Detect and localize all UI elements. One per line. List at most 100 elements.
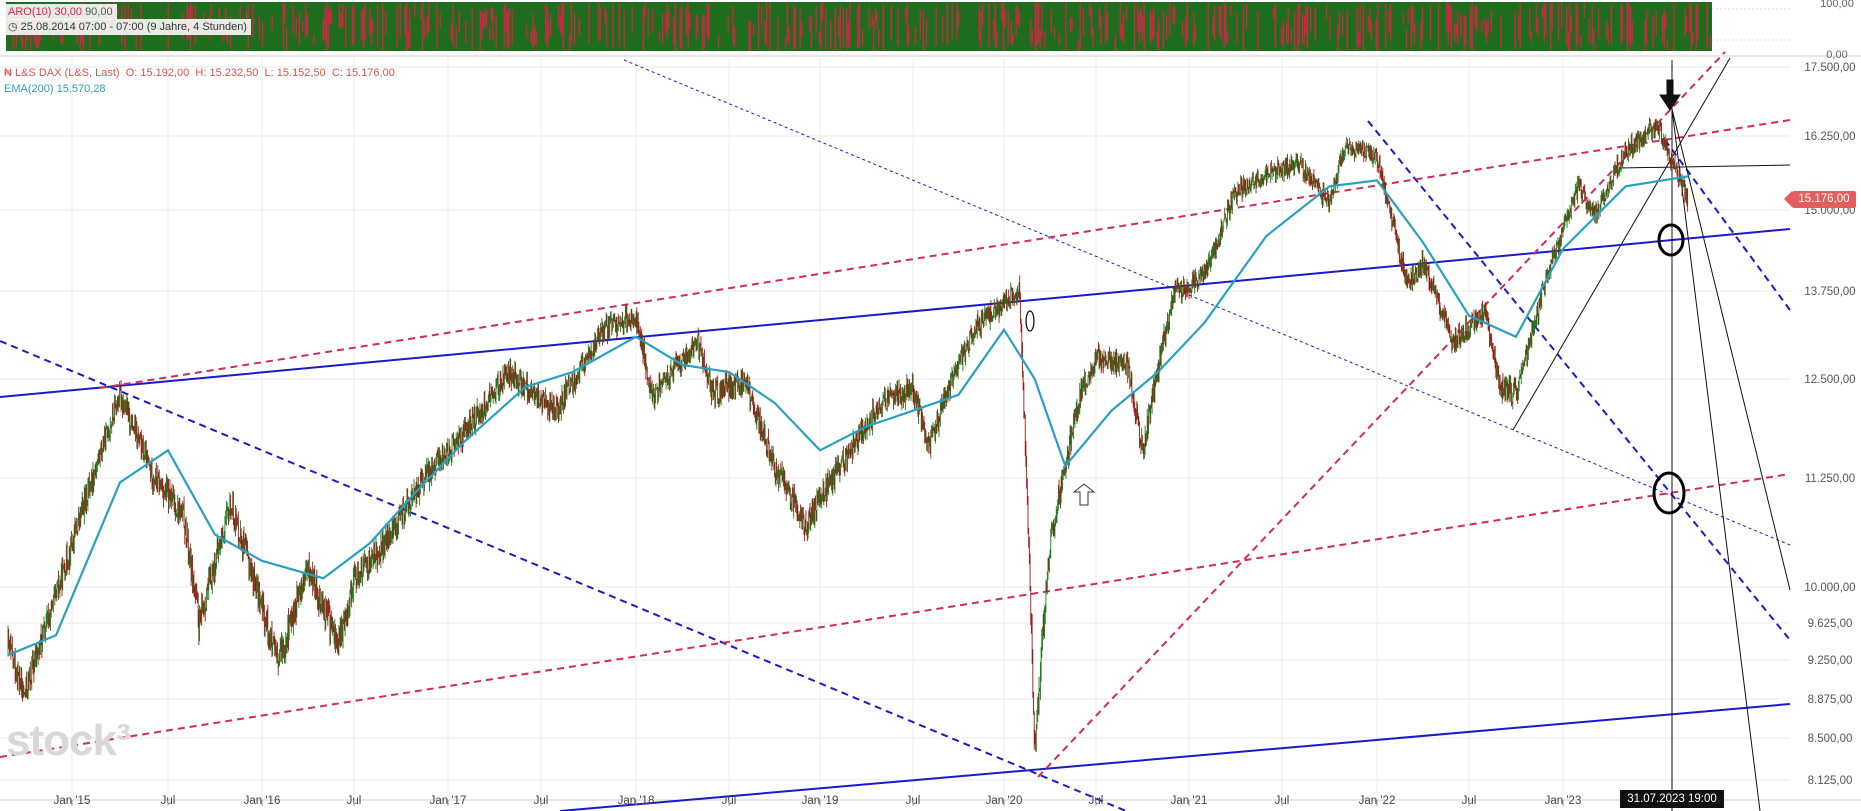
aro-stripe [786, 3, 788, 43]
aro-stripe [546, 6, 548, 49]
aro-stripe [689, 12, 691, 31]
aro-stripe [871, 14, 873, 26]
aro-stripe [842, 7, 844, 49]
aro-stripe [1140, 8, 1142, 33]
time-range[interactable]: ◷ 25.08.2014 07:00 - 07:00 (9 Jahre, 4 S… [4, 19, 251, 35]
aro-stripe [1474, 5, 1476, 28]
aro-stripe [1169, 3, 1171, 35]
aro-stripe [1290, 28, 1292, 44]
aro-stripe [116, 4, 118, 31]
aro-stripe [1326, 4, 1328, 19]
aro-stripe [822, 2, 824, 21]
aro-stripe [1306, 6, 1308, 49]
aro-stripe [1575, 2, 1577, 51]
aro-stripe [1236, 13, 1238, 43]
aro-stripe [1038, 2, 1040, 43]
aro-indicator-panel: 100,00 0,00 [6, 0, 1854, 61]
aro-stripe [1375, 19, 1377, 50]
aro-stripe [606, 11, 608, 47]
aro-stripe [1089, 4, 1091, 17]
aro-stripe [382, 3, 384, 51]
trendlines [0, 51, 1791, 811]
aro-stripe [978, 5, 980, 41]
aro-stripe [1570, 14, 1572, 33]
aro-stripe [1092, 28, 1094, 49]
aro-stripe [1310, 7, 1312, 31]
crosshair-date-tag: 31.07.2023 19:00 [1620, 790, 1724, 808]
y-tick-label: 9.250,00 [1808, 655, 1853, 667]
circle-marker-small [1025, 310, 1035, 332]
aro-stripe [1274, 3, 1276, 48]
aro-stripe [1162, 11, 1164, 49]
ema-legend[interactable]: EMA(200) 15.570,28 [4, 82, 106, 97]
aro-stripe [1185, 17, 1187, 48]
y-tick-label: 11.250,00 [1805, 473, 1855, 485]
aro-stripe [458, 10, 460, 33]
aro-stripe [1207, 2, 1209, 51]
aro-stripe [1194, 25, 1196, 41]
aro-stripe [1017, 6, 1019, 25]
aro-stripe [1182, 22, 1184, 38]
aro-stripe [1543, 3, 1545, 43]
aro-stripe [1550, 2, 1552, 50]
aro-stripe [326, 3, 328, 51]
trend-lower-red [0, 473, 1791, 758]
y-tick-label: 15.000,00 [1804, 205, 1855, 217]
aro-stripe [1114, 34, 1116, 51]
aro-stripe [809, 16, 811, 31]
aro-stripe [1710, 36, 1712, 48]
aro-stripe [284, 3, 286, 24]
aro-stripe [588, 4, 590, 44]
aro-stripe [1362, 4, 1364, 51]
aro-stripe [271, 14, 273, 31]
aro-stripe [1690, 5, 1692, 51]
aro-stripe [919, 9, 921, 39]
instrument-legend[interactable]: ₦ L&S DAX (L&S, Last) O: 15.192,00 H: 15… [4, 66, 395, 81]
aro-stripe [130, 8, 132, 22]
aro-stripe [951, 2, 953, 41]
aro-level1: 30,00 [54, 6, 82, 18]
aro-stripe [1607, 27, 1609, 45]
aro-stripe [377, 5, 379, 47]
y-tick-label: 8.875,00 [1808, 694, 1853, 706]
aro-legend[interactable]: ARO(10) 30,00 90,00 [4, 4, 117, 20]
aro-stripe [1119, 3, 1121, 38]
ema-line [7, 175, 1689, 657]
aro-stripe [914, 27, 916, 45]
aro-stripe [1153, 6, 1155, 38]
aro-stripe [1294, 12, 1296, 51]
aro-stripe [1126, 5, 1128, 23]
y-tick-label: 9.625,00 [1808, 618, 1853, 630]
aro-stripe [1460, 13, 1462, 37]
aro-stripe [818, 31, 820, 45]
aro-stripe [508, 7, 510, 49]
aro-stripe [409, 8, 411, 48]
aro-stripe [1070, 17, 1072, 32]
aro-stripe [361, 10, 363, 40]
aro-stripe [1610, 5, 1612, 44]
aro-stripe [385, 12, 387, 35]
aro-stripe [1593, 29, 1595, 51]
aro-stripe [302, 20, 304, 32]
aro-stripe [1158, 17, 1160, 51]
ema-200-line [7, 175, 1689, 657]
aro-stripe [1044, 31, 1046, 49]
aro-stripe [36, 35, 38, 49]
aro-stripe [734, 26, 736, 48]
aro-stripe [897, 8, 899, 46]
aro-stripe [727, 14, 729, 34]
aro-stripe [340, 12, 342, 29]
aro-stripe [1606, 21, 1608, 39]
aro-stripe [1142, 15, 1144, 41]
aro-stripe [1390, 4, 1392, 42]
aro-label: ARO(10) [8, 6, 52, 18]
aro-stripe [1377, 3, 1379, 50]
aro-stripe [993, 18, 995, 39]
aro-stripe [420, 8, 422, 20]
aro-stripe [1447, 2, 1449, 45]
aro-stripe [399, 3, 401, 38]
trend-black-horizontal [1619, 164, 1791, 169]
aro-stripe [681, 5, 683, 50]
aro-stripe [578, 18, 580, 36]
